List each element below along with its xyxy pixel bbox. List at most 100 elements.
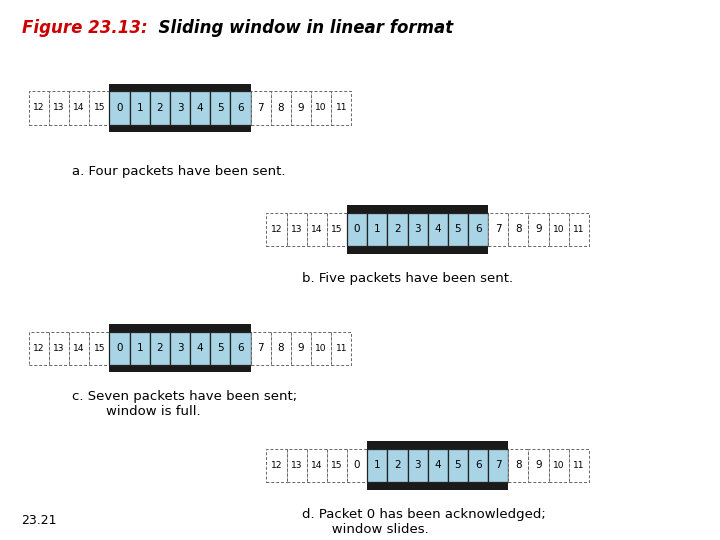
Text: 2: 2 xyxy=(394,225,401,234)
Text: 0: 0 xyxy=(354,461,361,470)
Bar xyxy=(190,91,210,125)
Bar xyxy=(109,324,251,373)
Text: 12: 12 xyxy=(33,344,45,353)
Bar xyxy=(130,91,150,125)
Text: 13: 13 xyxy=(53,104,65,112)
Bar xyxy=(508,449,528,482)
Text: 5: 5 xyxy=(217,343,224,353)
Bar xyxy=(150,91,170,125)
Bar xyxy=(69,332,89,365)
Text: 12: 12 xyxy=(33,104,45,112)
Text: Figure 23.13:: Figure 23.13: xyxy=(22,19,147,37)
Text: 4: 4 xyxy=(434,461,441,470)
Bar xyxy=(488,213,508,246)
Text: 7: 7 xyxy=(257,103,264,113)
Bar xyxy=(271,91,291,125)
Text: 14: 14 xyxy=(73,104,85,112)
Bar xyxy=(29,91,49,125)
Text: d. Packet 0 has been acknowledged;
       window slides.: d. Packet 0 has been acknowledged; windo… xyxy=(302,508,546,536)
Bar xyxy=(331,332,351,365)
Text: 5: 5 xyxy=(454,461,462,470)
Bar xyxy=(210,91,230,125)
Text: 6: 6 xyxy=(237,103,244,113)
Bar xyxy=(190,332,210,365)
Bar xyxy=(347,213,367,246)
Bar xyxy=(387,213,408,246)
Text: 2: 2 xyxy=(156,343,163,353)
Bar xyxy=(448,449,468,482)
Text: 10: 10 xyxy=(315,344,327,353)
Text: 14: 14 xyxy=(73,344,85,353)
Text: 7: 7 xyxy=(495,225,502,234)
Text: 6: 6 xyxy=(474,225,482,234)
Text: 12: 12 xyxy=(271,461,282,470)
Bar xyxy=(266,213,287,246)
Text: 4: 4 xyxy=(434,225,441,234)
Text: 0: 0 xyxy=(116,343,123,353)
Bar xyxy=(327,213,347,246)
Text: 1: 1 xyxy=(374,461,381,470)
Text: 11: 11 xyxy=(573,225,585,234)
Text: 13: 13 xyxy=(53,344,65,353)
Text: 6: 6 xyxy=(237,343,244,353)
Bar xyxy=(311,332,331,365)
Text: 15: 15 xyxy=(331,461,343,470)
Bar xyxy=(508,213,528,246)
Text: c. Seven packets have been sent;
        window is full.: c. Seven packets have been sent; window … xyxy=(72,390,297,418)
Bar xyxy=(29,332,49,365)
Text: 3: 3 xyxy=(176,343,184,353)
Text: 1: 1 xyxy=(136,343,143,353)
Text: 0: 0 xyxy=(354,225,361,234)
Bar xyxy=(251,91,271,125)
Text: 23.21: 23.21 xyxy=(22,514,57,526)
Text: 8: 8 xyxy=(277,103,284,113)
Bar xyxy=(549,449,569,482)
Text: 8: 8 xyxy=(515,461,522,470)
Text: 5: 5 xyxy=(454,225,462,234)
Text: 10: 10 xyxy=(553,225,564,234)
Bar xyxy=(170,91,190,125)
Bar xyxy=(49,332,69,365)
Text: 2: 2 xyxy=(156,103,163,113)
Bar xyxy=(528,449,549,482)
Bar xyxy=(331,91,351,125)
Text: 2: 2 xyxy=(394,461,401,470)
Bar xyxy=(307,213,327,246)
Bar xyxy=(307,449,327,482)
Bar xyxy=(468,449,488,482)
Text: 10: 10 xyxy=(553,461,564,470)
Bar xyxy=(291,91,311,125)
Text: 9: 9 xyxy=(297,103,305,113)
Text: 9: 9 xyxy=(535,225,542,234)
Bar xyxy=(170,332,190,365)
Bar xyxy=(488,449,508,482)
Text: 1: 1 xyxy=(374,225,381,234)
Bar xyxy=(347,449,367,482)
Bar xyxy=(271,332,291,365)
Text: 11: 11 xyxy=(336,344,347,353)
Text: 8: 8 xyxy=(277,343,284,353)
Bar xyxy=(408,449,428,482)
Bar xyxy=(130,332,150,365)
Bar xyxy=(266,449,287,482)
Text: 13: 13 xyxy=(291,461,302,470)
Bar xyxy=(109,332,130,365)
Text: 14: 14 xyxy=(311,461,323,470)
Bar xyxy=(528,213,549,246)
Text: b. Five packets have been sent.: b. Five packets have been sent. xyxy=(302,272,513,285)
Bar xyxy=(49,91,69,125)
Text: 1: 1 xyxy=(136,103,143,113)
Text: 5: 5 xyxy=(217,103,224,113)
Text: 9: 9 xyxy=(297,343,305,353)
Bar xyxy=(549,213,569,246)
Text: 15: 15 xyxy=(94,104,105,112)
Bar xyxy=(367,441,508,490)
Text: a. Four packets have been sent.: a. Four packets have been sent. xyxy=(72,165,286,178)
Text: 3: 3 xyxy=(414,461,421,470)
Text: 11: 11 xyxy=(336,104,347,112)
Bar xyxy=(89,91,109,125)
Text: 7: 7 xyxy=(495,461,502,470)
Text: 12: 12 xyxy=(271,225,282,234)
Bar xyxy=(287,449,307,482)
Text: 4: 4 xyxy=(197,343,204,353)
